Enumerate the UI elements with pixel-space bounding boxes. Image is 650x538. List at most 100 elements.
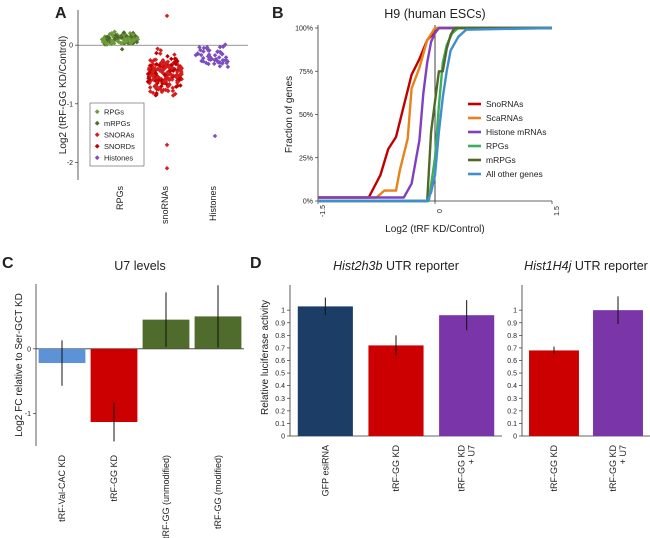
panel-label-a: A xyxy=(55,5,67,22)
b-legend-label: Histone mRNAs xyxy=(486,127,546,137)
d1-y-tick-label: 0 xyxy=(281,434,285,441)
a-point xyxy=(154,61,160,67)
a-point xyxy=(111,41,117,46)
panel-a-scatter: 0 -1 -2 Log2 (tRF-GG KD/Control) RPGs snoRNAs… xyxy=(58,10,248,224)
b-legend-label: ScaRNAs xyxy=(486,113,523,123)
c-category-label: tRF-GG (unmodified) xyxy=(161,455,171,538)
a-point xyxy=(211,61,217,66)
c-category-line: tRF-GG (modified) xyxy=(213,455,223,529)
d2-y-tick-label: 0.1 xyxy=(507,421,517,428)
c-category-line: tRF-GG (unmodified) xyxy=(161,455,171,538)
a-y-tick-label: 0 xyxy=(69,43,73,50)
b-legend-label: All other genes xyxy=(486,169,543,179)
d1-y-tick-label: 1 xyxy=(281,308,285,315)
a-point xyxy=(146,65,152,71)
a-category-label: RPGs xyxy=(115,186,125,211)
a-point xyxy=(155,46,160,52)
a-legend-marker xyxy=(94,120,100,126)
a-point xyxy=(121,30,127,35)
b-y-tick-label: 50% xyxy=(299,112,313,119)
a-point xyxy=(115,35,121,40)
b-y-tick-label: 0% xyxy=(303,199,313,206)
a-point xyxy=(134,39,140,45)
a-point xyxy=(215,49,220,54)
d2-y-tick-label: 0.2 xyxy=(507,408,517,415)
d1-title-rest: UTR reporter xyxy=(382,259,458,273)
d1-category-label: tRF-GG KD xyxy=(391,445,401,492)
a-point xyxy=(104,42,110,47)
b-series-line xyxy=(318,26,552,203)
a-point xyxy=(216,55,222,60)
d1-category-line: + U7 xyxy=(467,445,477,464)
d2-y-tick-label: 0.6 xyxy=(507,358,517,365)
a-point xyxy=(161,87,166,93)
a-point xyxy=(201,45,207,51)
a-point xyxy=(158,51,163,56)
a-point xyxy=(145,71,151,77)
b-series-line xyxy=(318,26,552,199)
a-point xyxy=(198,52,204,58)
a-outlier-point xyxy=(164,166,170,171)
a-outlier-point xyxy=(164,13,170,19)
a-point xyxy=(148,89,153,94)
c-y-axis-label: Log2 FC relative to Ser-GCT KD xyxy=(14,293,25,437)
d2-category-line: + U7 xyxy=(618,445,628,464)
d2-category-line: tRF-GG KD xyxy=(608,445,618,492)
c-category-label: tRF-GG (modified) xyxy=(213,455,223,529)
a-point xyxy=(175,80,180,86)
b-series-line xyxy=(318,26,552,203)
a-outlier-point xyxy=(164,142,170,148)
d1-bar xyxy=(297,306,353,436)
a-y-tick-label: -2 xyxy=(67,160,73,167)
a-point xyxy=(156,77,162,83)
d2-y-tick-label: 0 xyxy=(513,434,517,441)
a-legend-marker xyxy=(94,132,100,138)
a-legend-label: Histones xyxy=(104,154,133,163)
a-point xyxy=(219,52,225,57)
b-y-tick-label: 75% xyxy=(299,69,313,76)
b-legend-label: SnoRNAs xyxy=(486,99,523,109)
d1-y-tick-label: 0.6 xyxy=(275,358,285,365)
a-point xyxy=(118,40,124,46)
a-point xyxy=(201,55,206,61)
d1-y-tick-label: 0.5 xyxy=(275,371,285,378)
a-point xyxy=(170,93,176,98)
c-category-line: tRF-Val-CAC KD xyxy=(57,455,67,522)
a-y-tick-label: -1 xyxy=(67,101,73,108)
a-point xyxy=(220,61,225,66)
a-point xyxy=(119,35,124,40)
d2-y-tick-label: 1 xyxy=(513,308,517,315)
c-category-label: tRF-Val-CAC KD xyxy=(57,455,67,522)
d1-y-tick-label: 0.7 xyxy=(275,345,285,352)
a-point xyxy=(153,83,158,88)
d1-y-tick-label: 0.1 xyxy=(275,421,285,428)
a-point xyxy=(105,37,110,43)
b-series-line xyxy=(318,26,553,203)
d2-y-tick-label: 0.4 xyxy=(507,383,517,390)
a-legend-marker xyxy=(94,109,100,115)
d2-title-rest: UTR reporter xyxy=(571,259,647,273)
b-y-tick-label: 25% xyxy=(299,155,313,162)
a-point xyxy=(225,59,230,64)
a-point xyxy=(130,32,136,37)
a-legend-label: RPGs xyxy=(104,108,124,117)
c-y-tick-label: 0 xyxy=(27,346,31,353)
a-point xyxy=(165,70,171,75)
a-point xyxy=(165,53,170,59)
c-category-line: tRF-GG KD xyxy=(109,455,119,502)
a-point xyxy=(107,31,113,37)
panel-d1-bars: Hist2h3b UTR reporter 0 0.1 0.2 0.3 0.4 0.5 0.6… xyxy=(260,259,502,496)
a-point xyxy=(195,51,201,57)
d1-category-line: tRF-GG KD xyxy=(457,445,467,492)
d1-category-line: tRF-GG KD xyxy=(391,445,401,492)
d2-title-gene: Hist1H4j xyxy=(524,259,572,273)
panel-label-b: B xyxy=(272,5,284,22)
d2-y-tick-label: 0.9 xyxy=(507,320,517,327)
d1-category-line: GFP esiRNA xyxy=(320,445,330,496)
a-legend-label: mRPGs xyxy=(104,119,131,128)
a-point xyxy=(220,44,226,49)
d1-y-axis-label: Relative luciferase activity xyxy=(260,300,271,415)
d2-y-tick-label: 0.8 xyxy=(507,333,517,340)
panel-b-cdf: H9 (human ESCs) 0% 25% 50% 75% 100% -1.5 0 1.5 Lo… xyxy=(284,7,561,235)
